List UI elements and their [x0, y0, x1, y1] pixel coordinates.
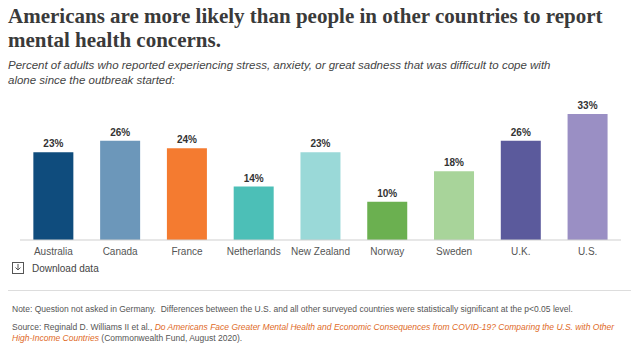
svg-text:33%: 33%: [578, 100, 598, 111]
svg-text:23%: 23%: [310, 138, 330, 149]
svg-text:18%: 18%: [444, 157, 464, 168]
svg-text:U.K.: U.K.: [511, 246, 530, 257]
svg-text:Australia: Australia: [34, 246, 73, 257]
svg-text:24%: 24%: [177, 134, 197, 145]
svg-text:14%: 14%: [244, 173, 264, 184]
svg-text:23%: 23%: [43, 138, 63, 149]
html-text:Note: Question not asked in Ge: Note: Question not asked in Germany. Dif…: [12, 304, 573, 314]
html-text:Percent of adults who reported: Percent of adults who reported experienc…: [8, 59, 551, 86]
svg-text:Norway: Norway: [370, 246, 404, 257]
svg-text:Canada: Canada: [103, 246, 138, 257]
svg-text:France: France: [171, 246, 203, 257]
html-text:Download data: Download data: [32, 262, 99, 274]
html-text:Source: Reginald D. Williams I: Source: Reginald D. Williams II et al., …: [12, 322, 615, 343]
svg-text:U.S.: U.S.: [578, 246, 597, 257]
svg-text:26%: 26%: [110, 127, 130, 138]
html-text:Americans are more likely than: Americans are more likely than people in…: [8, 4, 603, 52]
svg-text:Sweden: Sweden: [436, 246, 472, 257]
svg-text:New Zealand: New Zealand: [291, 246, 350, 257]
svg-text:Netherlands: Netherlands: [227, 246, 281, 257]
svg-text:10%: 10%: [377, 188, 397, 199]
svg-text:26%: 26%: [511, 127, 531, 138]
